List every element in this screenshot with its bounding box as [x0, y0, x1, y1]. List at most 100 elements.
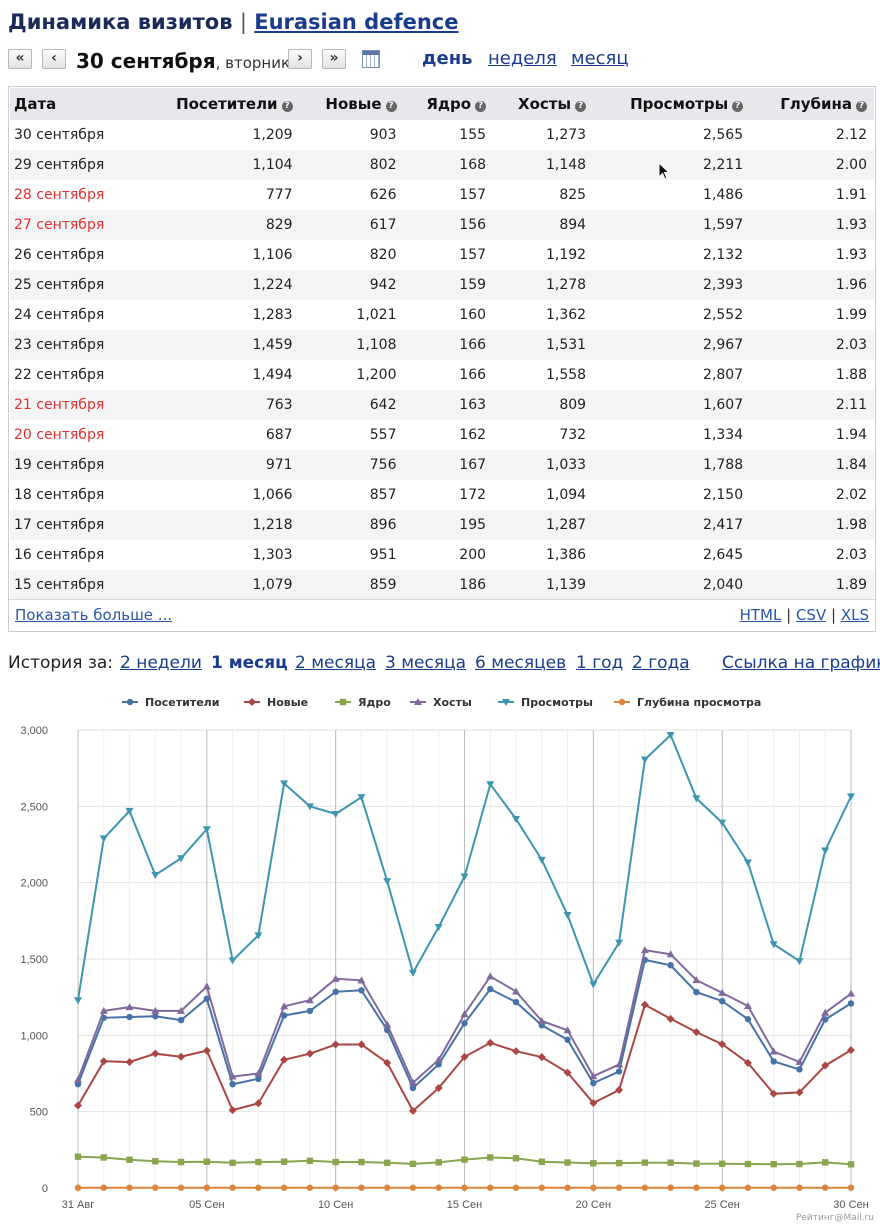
data-point: [461, 1184, 468, 1191]
help-icon[interactable]: ?: [575, 101, 587, 112]
last-date-button[interactable]: »: [322, 49, 346, 69]
data-point: [280, 1184, 288, 1191]
date-cell: 21 сентября: [10, 390, 139, 420]
history-option-6-months[interactable]: 6 месяцев: [475, 653, 567, 673]
column-header[interactable]: Дата: [10, 88, 139, 120]
visits-chart: 0 500 1,000 1,500 2,000 2,500 3,000 31 Авг 05 Се…: [20, 696, 874, 1223]
value-cell: 195: [403, 510, 494, 540]
period-day[interactable]: день: [422, 48, 473, 69]
data-point: [667, 1159, 674, 1166]
data-point: [357, 976, 366, 984]
value-cell: 1.98: [750, 510, 874, 540]
value-cell: 2.12: [750, 120, 874, 150]
help-icon[interactable]: ?: [385, 101, 397, 112]
value-cell: 971: [138, 450, 300, 480]
column-header[interactable]: Просмотры?: [593, 88, 751, 120]
data-point: [383, 878, 392, 886]
data-point: [641, 1184, 649, 1191]
date-cell: 26 сентября: [10, 240, 139, 270]
date-cell: 25 сентября: [10, 270, 139, 300]
data-point: [280, 1012, 288, 1019]
history-option-1-month[interactable]: 1 месяц: [211, 653, 288, 673]
data-point: [770, 1160, 777, 1168]
column-header-label: Новые: [325, 95, 382, 113]
column-header[interactable]: Посетители?: [138, 88, 300, 120]
legend-item: Посетители: [122, 696, 219, 709]
value-cell: 1,066: [138, 480, 300, 510]
data-point: [486, 972, 495, 980]
help-icon[interactable]: ?: [281, 101, 293, 112]
calendar-icon[interactable]: [362, 50, 380, 68]
next-date-button[interactable]: ›: [288, 49, 312, 69]
help-icon[interactable]: ?: [856, 101, 867, 112]
help-icon[interactable]: ?: [732, 101, 744, 112]
column-header[interactable]: Глубина?: [750, 88, 874, 120]
data-point: [538, 1184, 545, 1191]
show-more-link[interactable]: Показать больше ...: [15, 606, 173, 624]
history-option-3-months[interactable]: 3 месяца: [385, 653, 467, 673]
y-tick-label: 0: [42, 1183, 48, 1195]
export-xls-link[interactable]: XLS: [840, 606, 869, 624]
table-row: 30 сентября 1,209 903 155 1,273 2,565 2.12: [10, 120, 874, 150]
value-cell: 2,807: [593, 360, 751, 390]
table-row: 23 сентября 1,459 1,108 166 1,531 2,967 2.03: [10, 330, 874, 360]
export-html-link[interactable]: HTML: [739, 606, 782, 624]
data-point: [177, 1184, 185, 1191]
data-point: [487, 1154, 494, 1161]
column-header[interactable]: Хосты?: [493, 88, 594, 120]
data-point: [151, 872, 160, 880]
date-cell: 23 сентября: [10, 330, 139, 360]
data-point: [408, 1078, 417, 1086]
data-point: [847, 1184, 855, 1191]
data-point: [435, 1184, 442, 1191]
history-option-1-year[interactable]: 1 год: [576, 653, 624, 673]
value-cell: 200: [403, 540, 494, 570]
page-title: Динамика визитов | Eurasian defence: [8, 10, 458, 34]
data-point: [769, 941, 778, 949]
data-point: [461, 1020, 468, 1027]
data-point: [99, 1006, 108, 1014]
value-cell: 1,104: [138, 150, 300, 180]
prev-date-button[interactable]: ‹: [42, 49, 66, 69]
data-point: [563, 1068, 572, 1077]
column-header[interactable]: Ядро?: [403, 88, 494, 120]
y-tick-label: 3,000: [20, 725, 48, 737]
data-point: [693, 1184, 700, 1191]
data-point: [332, 1158, 339, 1166]
data-point: [512, 987, 521, 995]
site-link[interactable]: Eurasian defence: [254, 10, 459, 34]
period-month[interactable]: месяц: [571, 48, 629, 69]
column-header[interactable]: Новые?: [299, 88, 404, 120]
value-cell: 942: [299, 270, 404, 300]
data-point: [718, 1160, 726, 1167]
data-point: [770, 1058, 777, 1065]
page-title-text: Динамика визитов: [8, 10, 233, 34]
value-cell: 2.03: [750, 330, 874, 360]
data-point: [615, 1068, 623, 1075]
data-point: [744, 1160, 752, 1168]
value-cell: 166: [403, 330, 494, 360]
legend-label: Посетители: [145, 696, 219, 709]
history-option-2-years[interactable]: 2 года: [632, 653, 690, 673]
value-cell: 163: [403, 390, 494, 420]
period-week[interactable]: неделя: [488, 48, 557, 69]
value-cell: 1,334: [593, 420, 751, 450]
history-option-2-months[interactable]: 2 месяца: [295, 653, 377, 673]
value-cell: 2.03: [750, 540, 874, 570]
help-icon[interactable]: ?: [475, 101, 487, 112]
data-point: [718, 819, 727, 827]
data-point: [228, 957, 237, 965]
export-csv-link[interactable]: CSV: [795, 606, 827, 624]
chart-link[interactable]: Ссылка на график: [722, 653, 880, 673]
history-option-2-weeks[interactable]: 2 недели: [120, 653, 202, 673]
data-point: [255, 1184, 262, 1191]
column-header-label: Ядро: [426, 95, 472, 113]
value-cell: 894: [493, 210, 594, 240]
first-date-button[interactable]: «: [8, 49, 32, 69]
data-point: [563, 1026, 572, 1034]
value-cell: 777: [138, 180, 300, 210]
legend-marker: [248, 698, 256, 706]
column-header-label: Дата: [14, 95, 57, 113]
value-cell: 617: [299, 210, 404, 240]
data-point: [615, 1184, 623, 1191]
